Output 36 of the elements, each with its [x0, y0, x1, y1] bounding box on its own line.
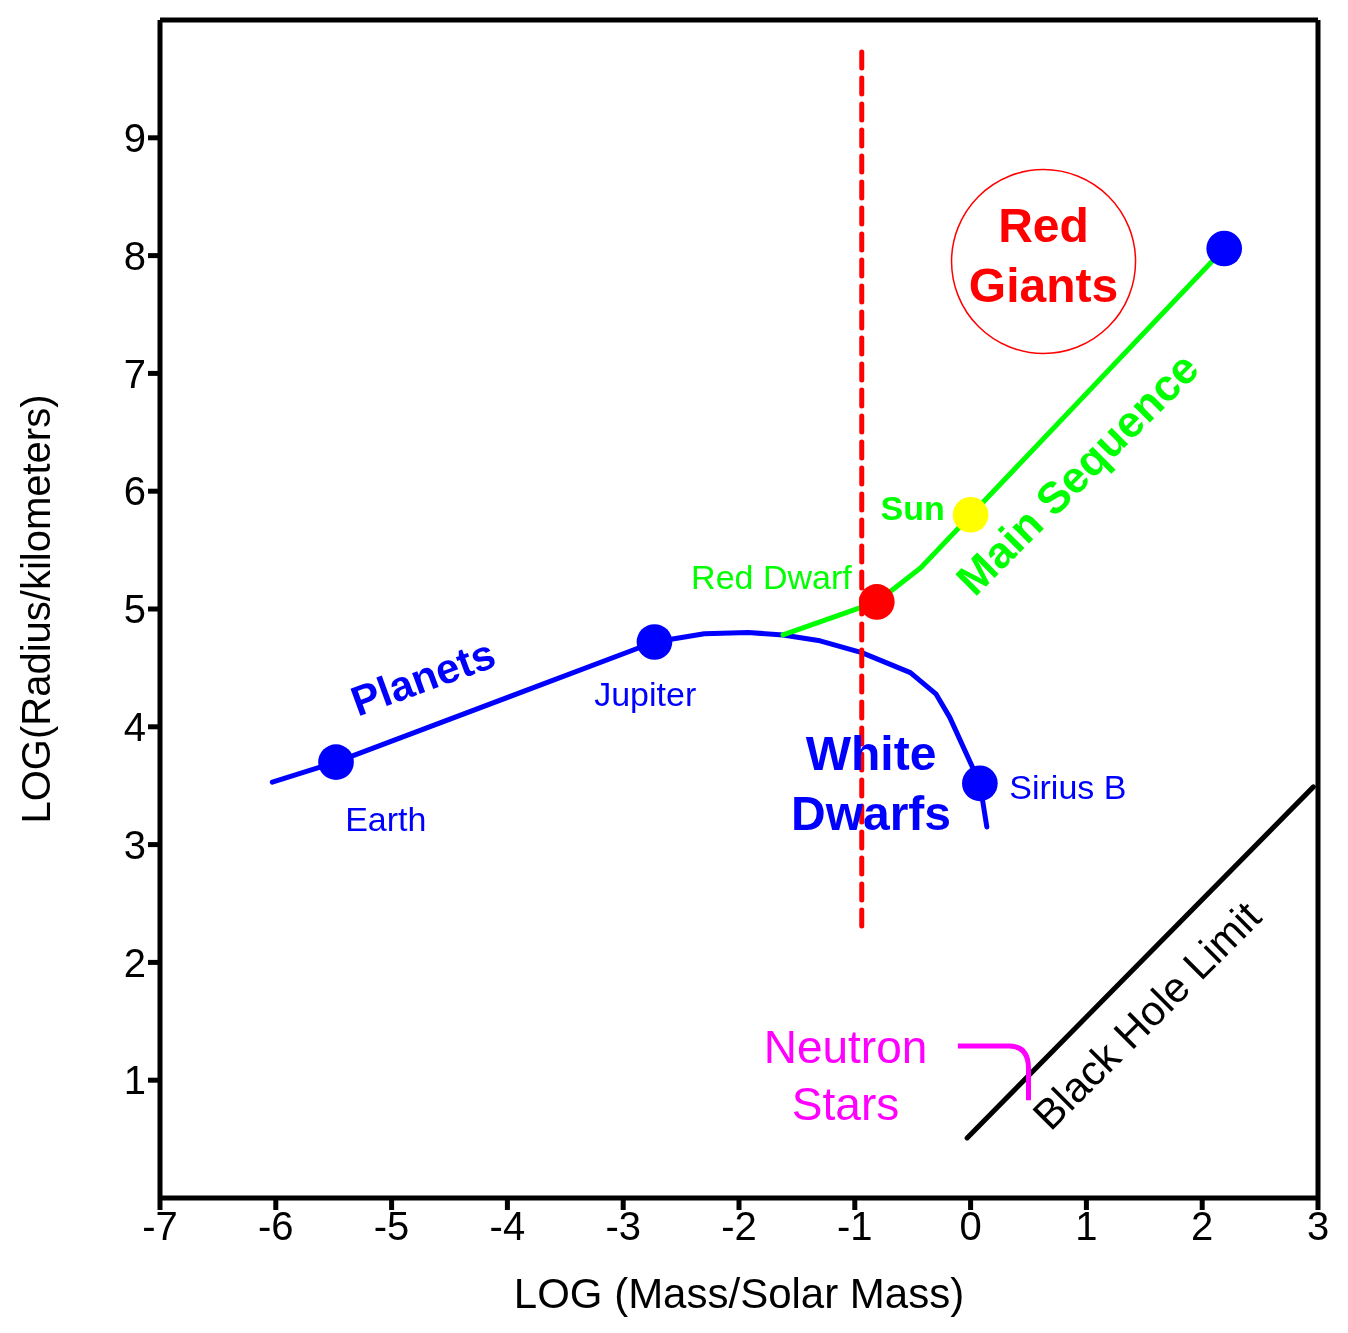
x-tick-label: 1	[1075, 1204, 1098, 1249]
annotation: Sirius B	[1009, 767, 1127, 806]
x-tick-label: -4	[489, 1204, 526, 1249]
y-tick-label: 5	[123, 587, 146, 632]
x-tick-label: 3	[1306, 1204, 1330, 1249]
x-axis-title: LOG (Mass/Solar Mass)	[513, 1270, 965, 1317]
y-tick-label: 6	[123, 469, 146, 514]
annotation: White Dwarfs	[790, 727, 952, 841]
y-axis-title: LOG(Radius/kilometers)	[14, 394, 59, 824]
annotation: Sun	[880, 488, 945, 527]
annotation: Red Dwarf	[691, 558, 853, 597]
y-tick-label: 2	[123, 940, 146, 985]
point	[636, 624, 673, 660]
annotation: Neutron Stars	[763, 1020, 928, 1131]
x-tick-label: -6	[258, 1204, 294, 1249]
x-tick-label: -3	[605, 1204, 641, 1249]
annotation: Red Giants	[968, 199, 1119, 313]
x-tick-label: -5	[373, 1204, 410, 1249]
y-tick-label: 8	[123, 233, 146, 278]
y-tick-label: 4	[123, 705, 146, 749]
x-tick-label: -2	[721, 1204, 757, 1249]
y-tick-label: 7	[123, 351, 146, 396]
annotation: Earth	[345, 799, 427, 838]
y-tick-label: 3	[123, 822, 146, 867]
point	[858, 584, 895, 620]
x-tick-label: -1	[837, 1204, 873, 1249]
x-tick-label: 2	[1191, 1204, 1214, 1249]
point	[318, 744, 354, 780]
point	[1206, 230, 1243, 267]
point	[962, 765, 998, 802]
x-tick-label: 0	[959, 1204, 982, 1249]
x-tick-label: -7	[142, 1204, 178, 1249]
y-tick-label: 9	[123, 116, 146, 160]
y-tick-label: 1	[123, 1058, 146, 1103]
annotation: Jupiter	[594, 674, 697, 713]
annotation: Planets	[344, 629, 502, 726]
